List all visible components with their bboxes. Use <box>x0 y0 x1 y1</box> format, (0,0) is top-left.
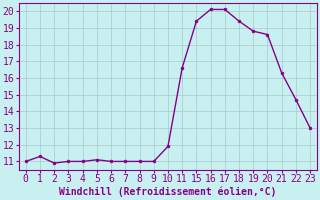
X-axis label: Windchill (Refroidissement éolien,°C): Windchill (Refroidissement éolien,°C) <box>59 187 277 197</box>
